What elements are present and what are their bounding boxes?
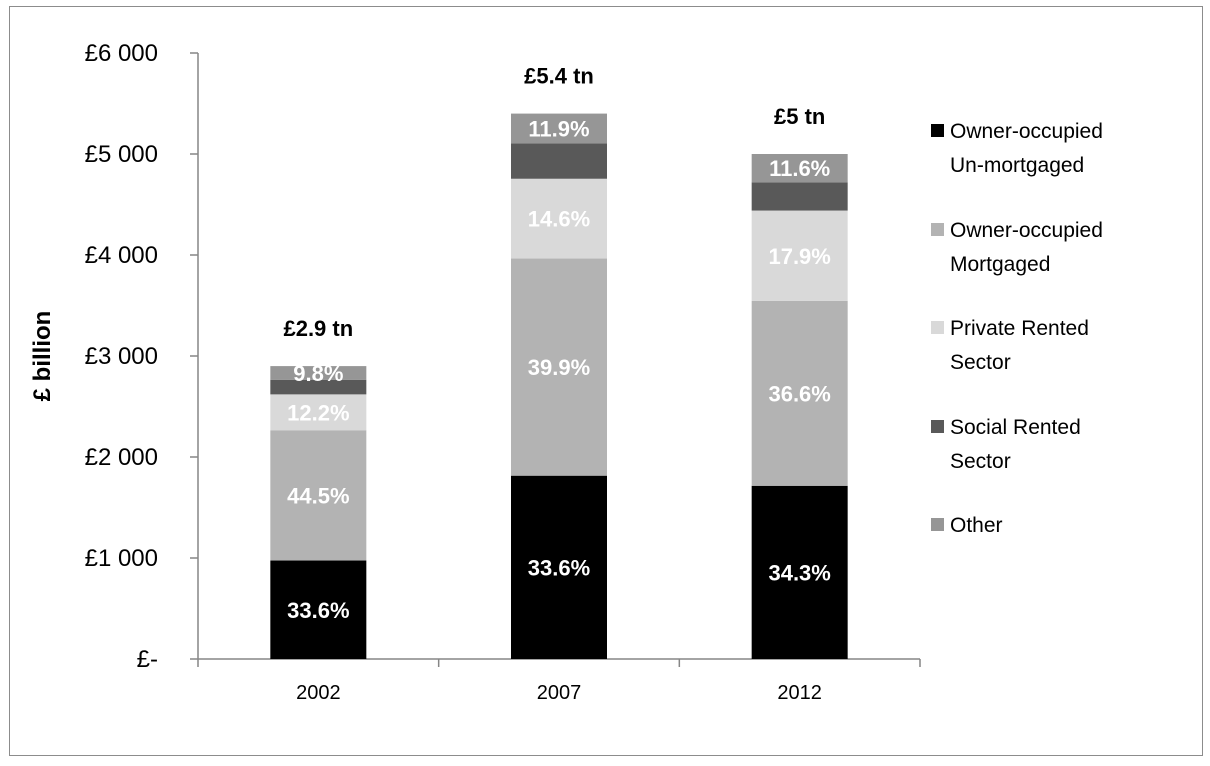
data-label: 11.9% — [528, 116, 589, 141]
data-label: 17.9% — [768, 244, 830, 269]
legend-label: Un-mortgaged — [950, 154, 1084, 177]
y-axis-title: £ billion — [29, 311, 56, 402]
y-tick-label: £6 000 — [85, 40, 158, 67]
bar-segment — [751, 210, 848, 301]
legend-label: Sector — [950, 450, 1011, 473]
legend-label: Mortgaged — [950, 253, 1050, 276]
data-label: 34.3% — [768, 560, 830, 585]
data-label: 44.5% — [287, 483, 349, 508]
data-label: 36.6% — [768, 381, 830, 406]
legend-swatch — [931, 321, 944, 334]
bar-segment — [511, 258, 607, 476]
legend-label: Social Rented — [950, 416, 1081, 439]
bar-segment — [751, 300, 848, 486]
bar-segment — [270, 366, 367, 380]
y-tick-label: £2 000 — [85, 444, 158, 471]
y-tick-label: £1 000 — [85, 545, 158, 572]
legend-label: Private Rented — [950, 317, 1089, 340]
y-tick-label: £3 000 — [85, 343, 158, 370]
bar-segment — [270, 430, 367, 561]
legend-label: Sector — [950, 351, 1011, 374]
bar-segment — [511, 143, 607, 179]
bar-segment — [270, 379, 367, 395]
legend-swatch — [931, 518, 944, 531]
data-label: 9.8% — [293, 361, 343, 386]
bar-segment — [511, 178, 607, 259]
data-label: 14.6% — [528, 207, 590, 232]
bar-segment — [751, 485, 848, 659]
x-tick-label: 2002 — [296, 682, 341, 704]
data-label: 12.2% — [287, 400, 349, 425]
total-label: £2.9 tn — [283, 316, 353, 341]
y-tick-label: £4 000 — [85, 242, 158, 269]
bar-segment — [751, 182, 848, 211]
total-label: £5.4 tn — [524, 64, 594, 89]
data-label: 39.9% — [528, 355, 590, 380]
y-tick-label: £- — [137, 646, 158, 673]
legend-swatch — [931, 420, 944, 433]
bar-segment — [511, 475, 607, 659]
bar-segment — [270, 560, 367, 659]
legend-swatch — [931, 124, 944, 137]
y-tick-label: £5 000 — [85, 141, 158, 168]
legend-label: Owner-occupied — [950, 120, 1103, 143]
data-label: 11.6% — [769, 156, 830, 181]
bar-segment — [511, 113, 607, 144]
bar-segment — [270, 394, 367, 431]
data-label: 33.6% — [528, 555, 590, 580]
x-tick-label: 2012 — [777, 682, 822, 704]
legend-label: Other — [950, 514, 1003, 537]
total-label: £5 tn — [774, 104, 825, 129]
bar-segment — [751, 154, 848, 183]
data-label: 33.6% — [287, 598, 349, 623]
legend-swatch — [931, 223, 944, 236]
x-tick-label: 2007 — [537, 682, 582, 704]
legend-label: Owner-occupied — [950, 219, 1103, 242]
